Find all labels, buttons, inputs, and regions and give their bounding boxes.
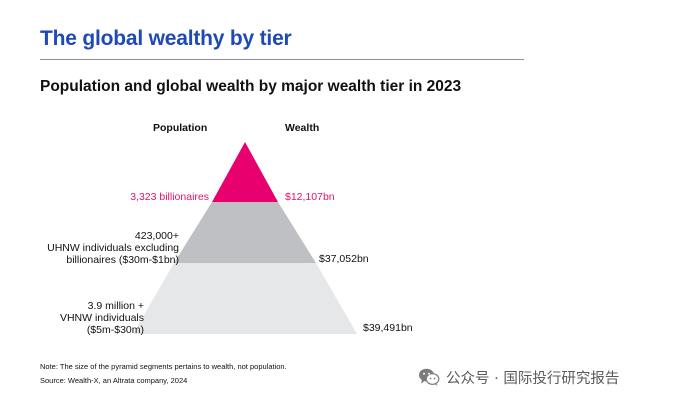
chart-subtitle: Population and global wealth by major we… [40,78,462,95]
wealth-column-header: Wealth [285,122,320,134]
page-title: The global wealthy by tier [40,27,292,50]
population-label-vhnw: 3.9 million + VHNW individuals ($5m-$30m… [59,300,144,336]
wechat-icon [419,368,440,386]
source-note: Source: Wealth-X, an Altrata company, 20… [40,376,188,385]
pyramid-tier-uhnw [174,202,316,263]
population-label-billionaires: 3,323 billionaires [130,191,209,203]
title-divider [40,59,524,60]
population-label-uhnw: 423,000+ UHNW individuals excluding bill… [47,230,179,266]
wealth-label-vhnw: $39,491bn [363,322,413,334]
watermark-text: 公众号 · 国际投行研究报告 [446,370,620,387]
watermark: 公众号 · 国际投行研究报告 [418,366,619,388]
pyramid-tier-vhnw [133,263,357,334]
footnote: Note: The size of the pyramid segments p… [40,362,287,371]
wealth-label-billionaires: $12,107bn [285,191,335,203]
wealth-label-uhnw: $37,052bn [319,253,369,265]
population-column-header: Population [153,122,208,134]
pyramid-tier-billionaires [212,142,278,202]
